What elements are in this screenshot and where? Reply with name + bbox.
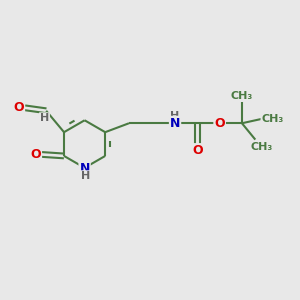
Text: CH₃: CH₃ bbox=[261, 114, 284, 124]
Text: N: N bbox=[80, 162, 90, 175]
Text: O: O bbox=[31, 148, 41, 161]
Text: CH₃: CH₃ bbox=[250, 142, 272, 152]
Text: H: H bbox=[40, 113, 49, 123]
Text: CH₃: CH₃ bbox=[231, 91, 253, 101]
Text: O: O bbox=[14, 101, 24, 114]
Text: H: H bbox=[170, 111, 180, 121]
Text: O: O bbox=[214, 117, 225, 130]
Text: O: O bbox=[192, 144, 203, 157]
Text: H: H bbox=[81, 171, 90, 181]
Text: N: N bbox=[170, 117, 180, 130]
